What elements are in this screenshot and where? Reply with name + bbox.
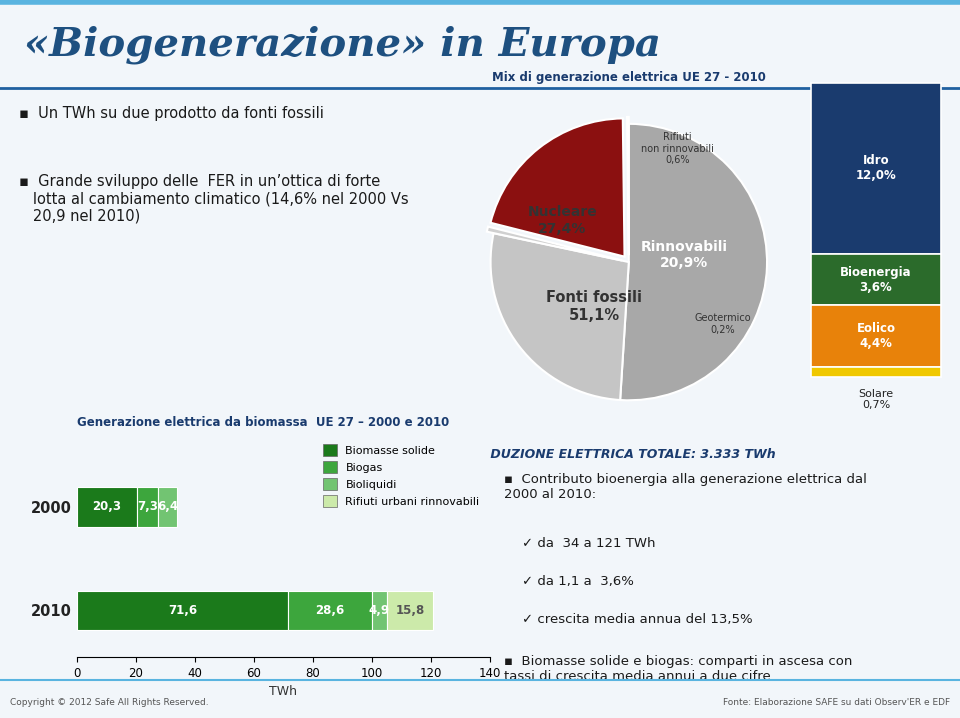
Text: ▪  Un TWh su due prodotto da fonti fossili: ▪ Un TWh su due prodotto da fonti fossil… xyxy=(19,106,324,121)
Text: ✓ da 1,1 a  3,6%: ✓ da 1,1 a 3,6% xyxy=(522,574,634,588)
Bar xyxy=(387,591,433,630)
Text: PRODUZIONE ELETTRICA TOTALE: 3.333 TWh: PRODUZIONE ELETTRICA TOTALE: 3.333 TWh xyxy=(461,447,776,461)
Text: 6,4: 6,4 xyxy=(157,500,179,513)
Text: 7,3: 7,3 xyxy=(137,500,157,513)
Text: Geotermico
0,2%: Geotermico 0,2% xyxy=(694,314,751,335)
Text: Fonti fossili
51,1%: Fonti fossili 51,1% xyxy=(546,290,642,322)
Wedge shape xyxy=(487,227,622,261)
Bar xyxy=(372,591,387,630)
Text: Idro
12,0%: Idro 12,0% xyxy=(855,154,897,182)
Text: ✓ crescita media annua del 13,5%: ✓ crescita media annua del 13,5% xyxy=(522,613,753,626)
Text: 15,8: 15,8 xyxy=(396,604,424,617)
Bar xyxy=(288,591,372,630)
Wedge shape xyxy=(620,123,767,401)
Text: Copyright © 2012 Safe All Rights Reserved.: Copyright © 2012 Safe All Rights Reserve… xyxy=(10,698,208,707)
Text: 4,9: 4,9 xyxy=(369,604,390,617)
Text: Bioenergia
3,6%: Bioenergia 3,6% xyxy=(840,266,912,294)
Text: 28,6: 28,6 xyxy=(316,604,345,617)
Title: Mix di generazione elettrica UE 27 - 2010: Mix di generazione elettrica UE 27 - 201… xyxy=(492,71,766,84)
Wedge shape xyxy=(491,233,629,400)
Text: Solare
0,7%: Solare 0,7% xyxy=(858,388,894,410)
Bar xyxy=(77,488,136,526)
Wedge shape xyxy=(627,117,629,255)
Text: 71,6: 71,6 xyxy=(168,604,197,617)
Bar xyxy=(158,488,177,526)
Text: 20,3: 20,3 xyxy=(92,500,121,513)
Text: ▪  Biomasse solide e biogas: comparti in ascesa con
tassi di crescita media annu: ▪ Biomasse solide e biogas: comparti in … xyxy=(504,656,852,684)
Bar xyxy=(811,305,941,367)
Text: Rinnovabili
20,9%: Rinnovabili 20,9% xyxy=(640,240,728,270)
Text: Generazione elettrica da biomassa  UE 27 – 2000 e 2010: Generazione elettrica da biomassa UE 27 … xyxy=(77,416,449,429)
Bar xyxy=(811,83,941,254)
Text: ✓ da  34 a 121 TWh: ✓ da 34 a 121 TWh xyxy=(522,536,656,549)
Bar xyxy=(136,488,158,526)
Text: Eolico
4,4%: Eolico 4,4% xyxy=(856,322,896,350)
Bar xyxy=(811,367,941,377)
Bar xyxy=(77,591,288,630)
Text: «Biogenerazione» in Europa: «Biogenerazione» in Europa xyxy=(24,26,661,64)
Legend: Biomasse solide, Biogas, Bioliquidi, Rifiuti urbani rinnovabili: Biomasse solide, Biogas, Bioliquidi, Rif… xyxy=(319,440,484,511)
Text: Nucleare
27,4%: Nucleare 27,4% xyxy=(528,205,597,236)
Wedge shape xyxy=(491,118,625,256)
Text: Fonte: Elaborazione SAFE su dati Observ'ER e EDF: Fonte: Elaborazione SAFE su dati Observ'… xyxy=(723,698,950,707)
Text: Rifiuti
non rinnovabili
0,6%: Rifiuti non rinnovabili 0,6% xyxy=(640,132,713,165)
Bar xyxy=(811,254,941,305)
Text: ▪  Contributo bioenergia alla generazione elettrica dal
2000 al 2010:: ▪ Contributo bioenergia alla generazione… xyxy=(504,473,867,501)
X-axis label: TWh: TWh xyxy=(269,685,298,698)
Text: ▪  Grande sviluppo delle  FER in un’ottica di forte
   lotta al cambiamento clim: ▪ Grande sviluppo delle FER in un’ottica… xyxy=(19,174,409,224)
